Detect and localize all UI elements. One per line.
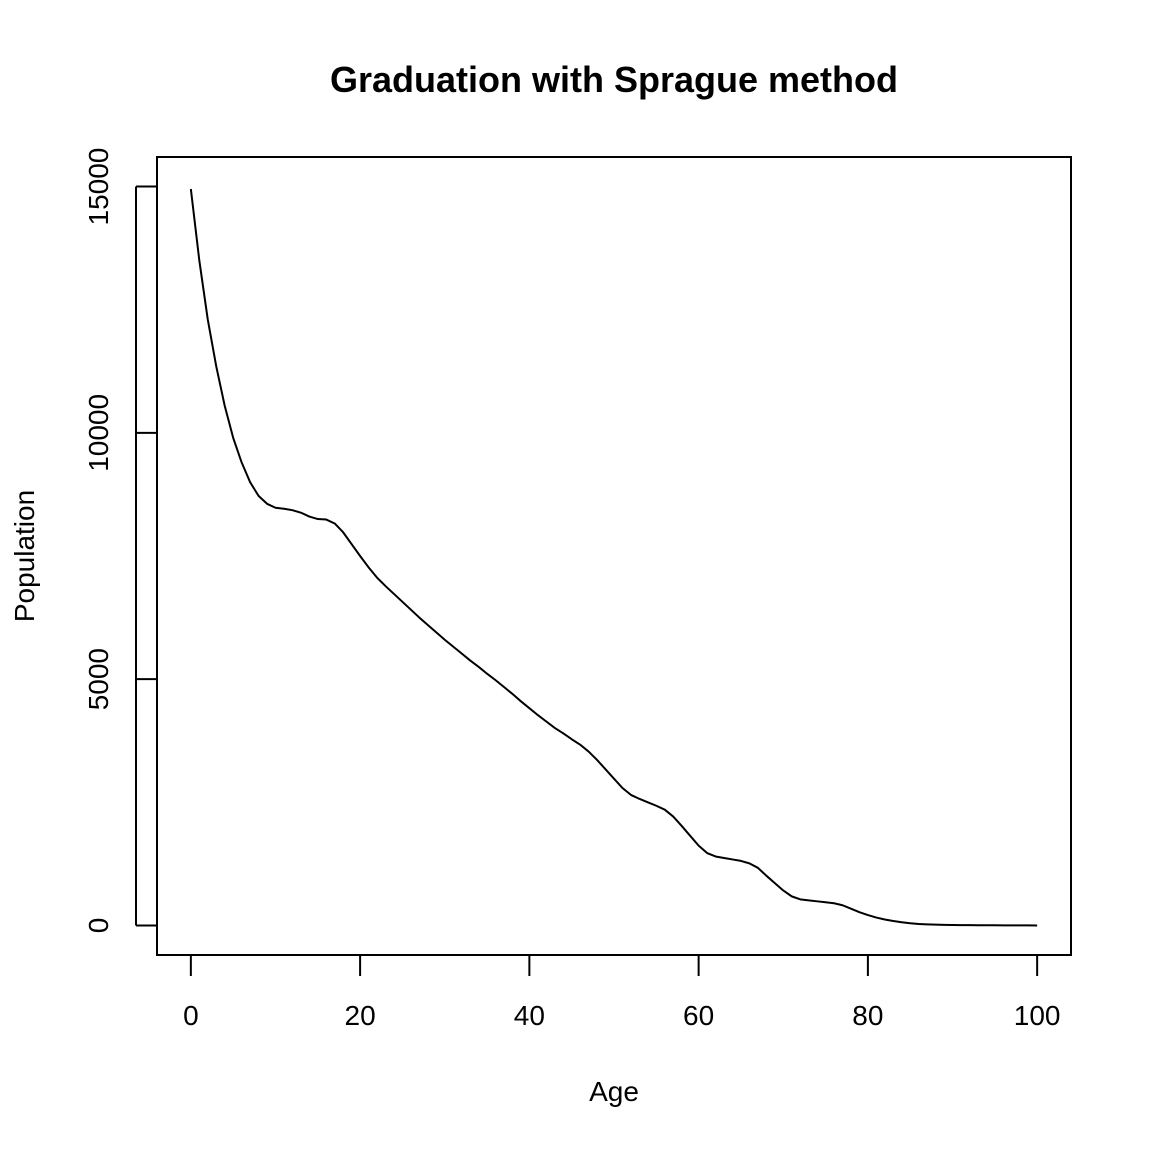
x-tick-label: 80: [852, 1000, 883, 1031]
x-tick-label: 100: [1014, 1000, 1061, 1031]
y-axis: 0 5000 10000 15000: [83, 148, 157, 934]
x-tick-label: 0: [183, 1000, 199, 1031]
series-layer: [189, 188, 1038, 927]
series-line: [189, 188, 1038, 927]
x-tick-label: 40: [514, 1000, 545, 1031]
y-axis-label: Population: [9, 490, 40, 622]
y-tick-label: 5000: [83, 648, 114, 710]
plot-frame: [156, 156, 1072, 956]
x-axis: 0 20 40 60 80 100: [183, 954, 1061, 1031]
y-tick-label: 15000: [83, 148, 114, 226]
chart-title: Graduation with Sprague method: [330, 59, 898, 100]
y-tick-label: 0: [83, 918, 114, 934]
y-tick-label: 10000: [83, 394, 114, 472]
x-axis-label: Age: [589, 1076, 639, 1107]
x-tick-label: 60: [683, 1000, 714, 1031]
x-tick-label: 20: [345, 1000, 376, 1031]
